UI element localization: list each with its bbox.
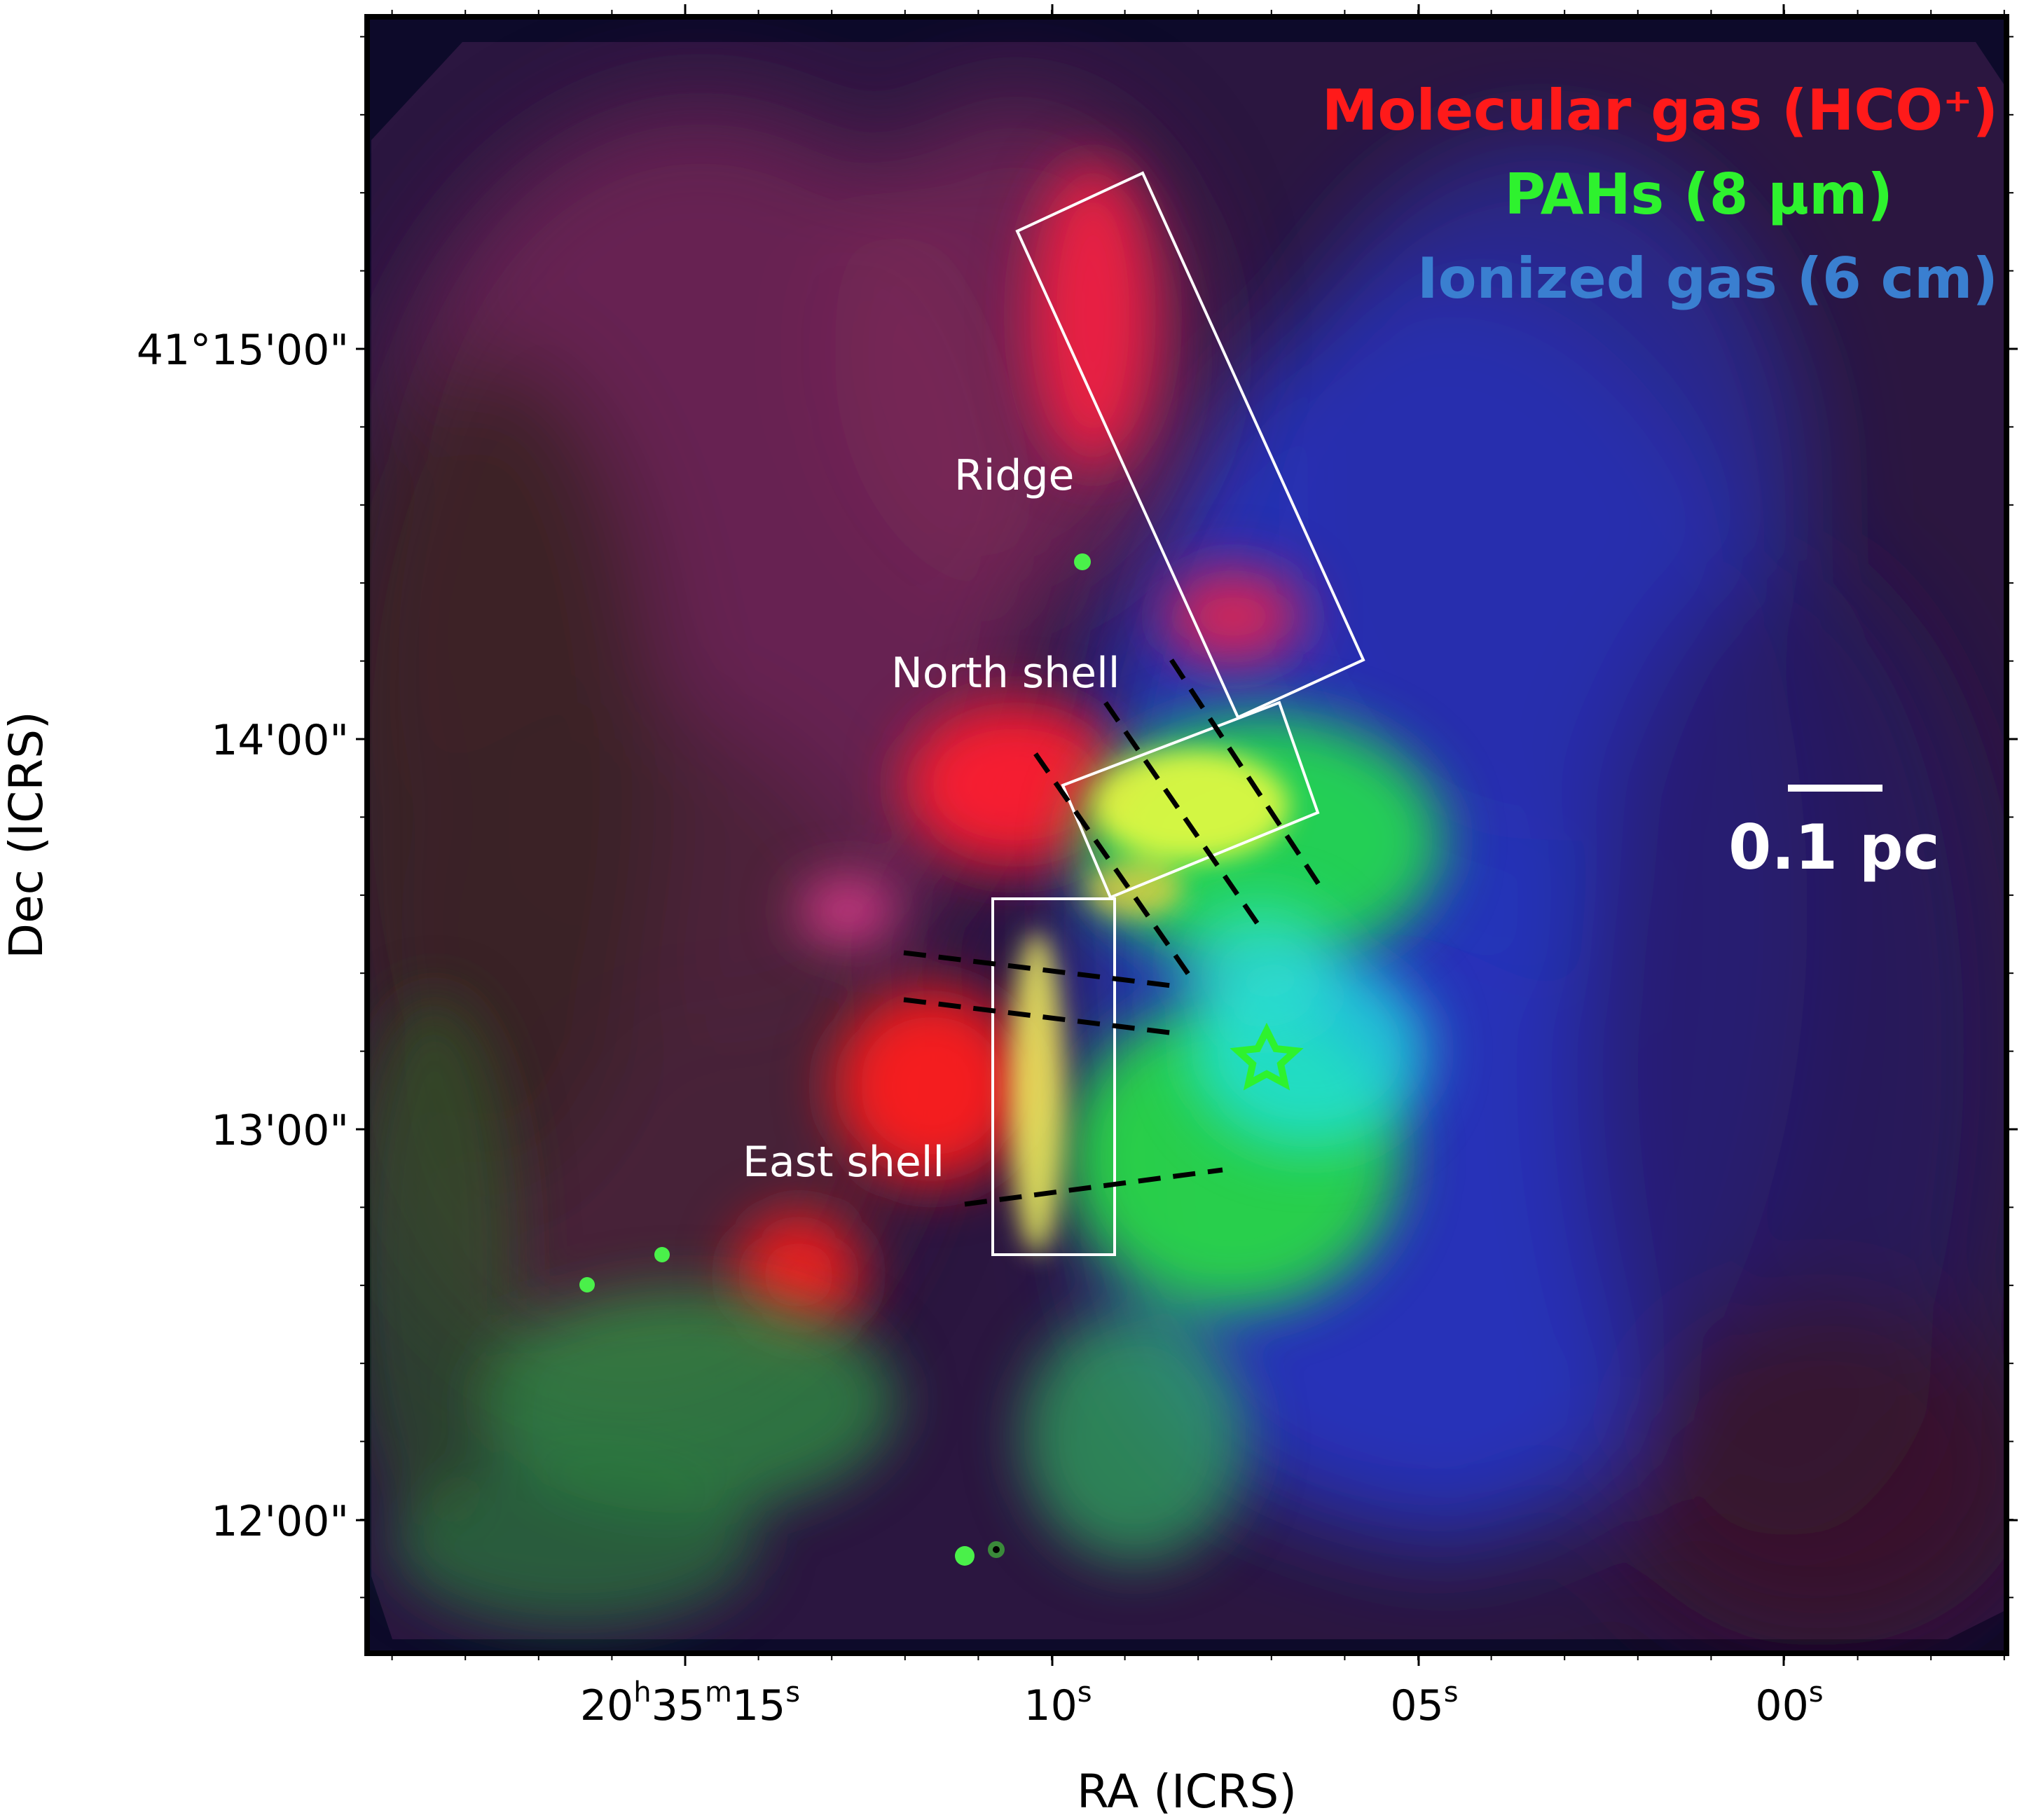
plot-frame [364,14,2009,1656]
x-tick-label: 10s [1024,1676,1092,1730]
east-shell-region-box [991,897,1116,1256]
legend-molecular-gas: Molecular gas (HCO⁺) [1322,78,1998,143]
east-shell-label: East shell [743,1138,944,1187]
star-marker [1230,1022,1304,1091]
x-tick-label: 00s [1755,1676,1823,1730]
y-tick-label: 14'00" [211,716,349,765]
x-tick-label: 05s [1390,1676,1458,1730]
ridge-label: Ridge [954,451,1074,500]
rgb-composite-image [367,17,2006,1653]
y-tick-label: 12'00" [211,1497,349,1546]
legend-pahs: PAHs (8 μm) [1505,162,1894,227]
x-axis-label: RA (ICRS) [1077,1765,1297,1819]
legend-ionized-gas: Ionized gas (6 cm) [1417,246,1998,311]
north-shell-label: North shell [891,649,1120,698]
y-axis-minor-ticks [360,36,2013,1599]
north-shell-region-box [1061,701,1320,899]
cut-lines [903,659,1323,1207]
y-tick-label: 41°15'00" [137,326,349,375]
ridge-region-box [1015,171,1365,719]
x-axis-ticks [684,4,1785,1666]
x-tick-label: 20h35m15s [580,1676,800,1730]
scale-bar-label: 0.1 pc [1728,811,1940,883]
y-axis-label: Dec (ICRS) [0,711,53,959]
y-tick-label: 13'00" [211,1106,349,1155]
